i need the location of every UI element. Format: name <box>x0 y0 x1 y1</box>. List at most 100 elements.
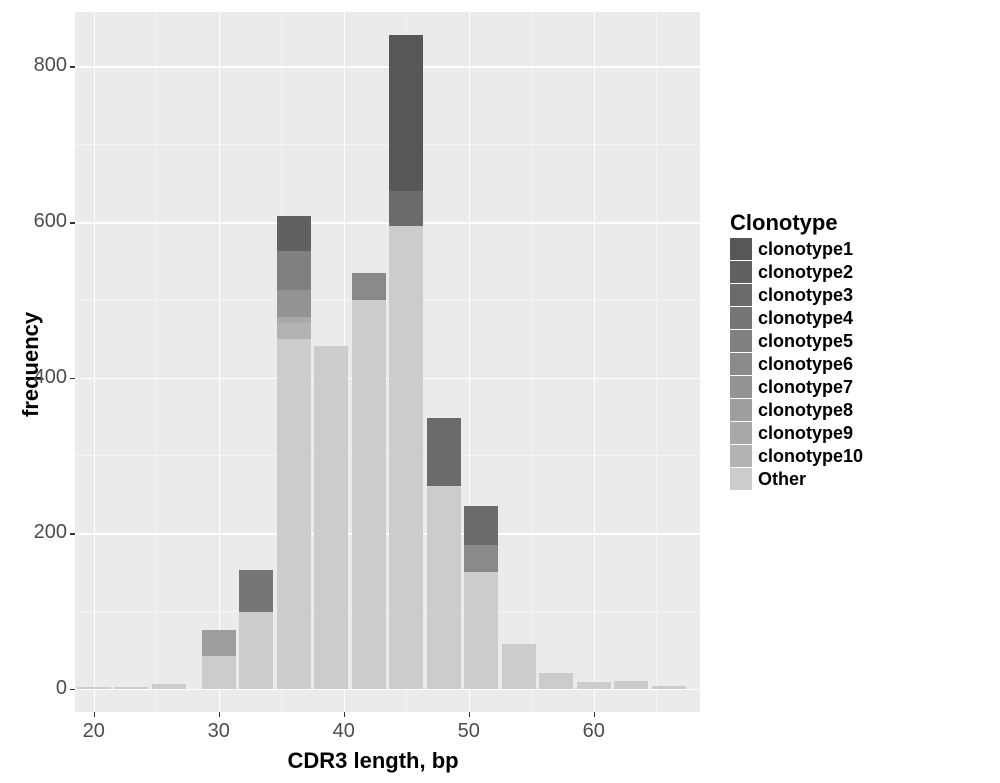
grid-major-h <box>75 222 700 224</box>
grid-major-h <box>75 378 700 380</box>
bar <box>577 682 611 688</box>
grid-major-h <box>75 689 700 691</box>
bar-segment-clonotype3 <box>427 418 461 486</box>
bar <box>277 216 311 689</box>
legend-swatch <box>730 422 752 444</box>
bar-segment-Other <box>577 682 611 688</box>
bar-segment-Other <box>352 300 386 689</box>
grid-major-v <box>219 12 221 712</box>
bar-segment-Other <box>427 486 461 688</box>
legend-item: clonotype8 <box>730 399 863 421</box>
bar-segment-Other <box>202 656 236 689</box>
legend-label: clonotype4 <box>758 308 853 329</box>
legend-item: clonotype4 <box>730 307 863 329</box>
grid-major-v <box>94 12 96 712</box>
grid-minor-v <box>531 12 532 712</box>
bar-segment-Other <box>464 572 498 689</box>
legend-swatch <box>730 307 752 329</box>
x-tick-label: 40 <box>324 720 364 743</box>
bar-segment-Other <box>539 673 573 689</box>
bar-segment-Other <box>652 686 686 688</box>
y-axis-label: frequency <box>18 312 44 417</box>
legend-swatch <box>730 330 752 352</box>
grid-minor-v <box>656 12 657 712</box>
bar-segment-clonotype6 <box>352 273 386 300</box>
x-tick-label: 30 <box>199 720 239 743</box>
bar <box>239 570 273 689</box>
legend-swatch <box>730 353 752 375</box>
x-tick-mark <box>94 712 96 717</box>
legend-label: clonotype6 <box>758 354 853 375</box>
legend-label: clonotype1 <box>758 239 853 260</box>
legend-item: clonotype3 <box>730 284 863 306</box>
legend-item: clonotype10 <box>730 445 863 467</box>
bar-segment-Other <box>614 681 648 689</box>
bar <box>114 687 148 689</box>
legend-item: clonotype1 <box>730 238 863 260</box>
bar-segment-clonotype8 <box>202 630 236 656</box>
legend-label: clonotype5 <box>758 331 853 352</box>
y-tick-label: 400 <box>17 366 67 389</box>
bar <box>77 687 111 689</box>
y-tick-label: 800 <box>17 54 67 77</box>
bar <box>152 684 186 689</box>
x-tick-label: 50 <box>449 720 489 743</box>
grid-minor-h <box>75 611 700 612</box>
bar <box>389 35 423 688</box>
bar-segment-Other <box>239 612 273 688</box>
bar-segment-Other <box>277 339 311 689</box>
bar <box>464 506 498 689</box>
x-tick-mark <box>219 712 221 717</box>
legend-swatch <box>730 238 752 260</box>
bar-segment-clonotype10 <box>277 323 311 339</box>
bar-segment-Other <box>152 684 186 689</box>
grid-major-h <box>75 66 700 68</box>
grid-minor-v <box>156 12 157 712</box>
bar <box>427 418 461 689</box>
legend-swatch <box>730 468 752 490</box>
y-tick-mark <box>70 689 75 691</box>
bar-segment-clonotype9 <box>277 317 311 323</box>
grid-minor-h <box>75 300 700 301</box>
x-tick-label: 20 <box>74 720 114 743</box>
bar-segment-clonotype1 <box>389 35 423 191</box>
legend-items: clonotype1clonotype2clonotype3clonotype4… <box>730 238 863 490</box>
y-tick-label: 200 <box>17 521 67 544</box>
bar-segment-clonotype2 <box>277 216 311 251</box>
legend-label: clonotype10 <box>758 446 863 467</box>
bar-segment-clonotype3 <box>464 506 498 545</box>
chart-container: frequency CDR3 length, bp Clonotype clon… <box>0 0 1000 783</box>
x-tick-mark <box>469 712 471 717</box>
y-tick-mark <box>70 533 75 535</box>
legend-label: clonotype2 <box>758 262 853 283</box>
grid-minor-h <box>75 144 700 145</box>
x-tick-label: 60 <box>574 720 614 743</box>
legend-label: clonotype7 <box>758 377 853 398</box>
legend-title: Clonotype <box>730 210 863 236</box>
x-tick-mark <box>344 712 346 717</box>
grid-major-h <box>75 533 700 535</box>
bar <box>202 630 236 688</box>
x-tick-mark <box>594 712 596 717</box>
bar-segment-Other <box>77 687 111 689</box>
legend-item: clonotype7 <box>730 376 863 398</box>
bar-segment-clonotype4 <box>239 570 273 613</box>
legend-swatch <box>730 284 752 306</box>
legend-item: clonotype2 <box>730 261 863 283</box>
grid-major-v <box>594 12 596 712</box>
legend-item: Other <box>730 468 863 490</box>
legend-label: clonotype9 <box>758 423 853 444</box>
legend-swatch <box>730 261 752 283</box>
y-tick-label: 600 <box>17 210 67 233</box>
bar <box>502 644 536 689</box>
bar <box>614 681 648 689</box>
legend-label: Other <box>758 469 806 490</box>
legend-item: clonotype5 <box>730 330 863 352</box>
bar-segment-clonotype5 <box>277 251 311 290</box>
bar <box>539 673 573 689</box>
bar-segment-clonotype3 <box>389 191 423 226</box>
legend-item: clonotype9 <box>730 422 863 444</box>
x-axis-label: CDR3 length, bp <box>288 748 459 774</box>
bar-segment-Other <box>389 226 423 689</box>
y-tick-mark <box>70 378 75 380</box>
